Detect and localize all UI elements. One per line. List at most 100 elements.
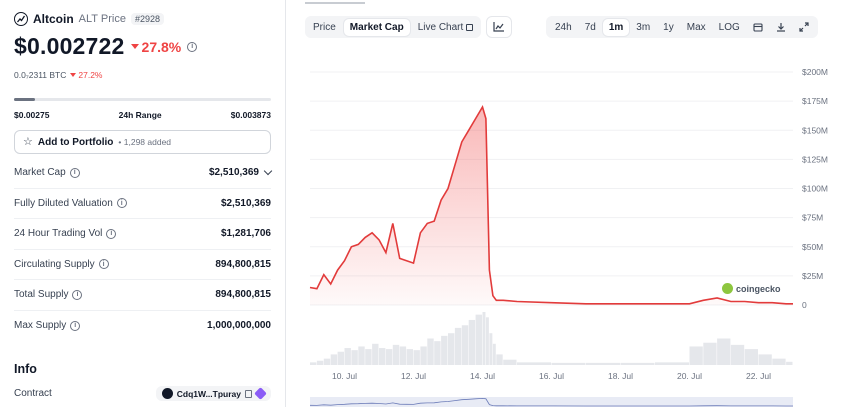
- tab-label: Live Chart: [417, 21, 464, 33]
- info-icon[interactable]: i: [187, 41, 198, 52]
- download-icon[interactable]: [770, 18, 792, 36]
- stat-label-text: Max Supply: [14, 320, 67, 332]
- y-tick-label: $150M: [802, 125, 828, 135]
- add-to-portfolio-button[interactable]: ☆ Add to Portfolio • 1,298 added: [14, 130, 271, 154]
- down-arrow-icon: [130, 44, 139, 49]
- stat-label-text: Market Cap: [14, 167, 66, 179]
- volume-bar: [454, 327, 462, 365]
- volume-bar: [358, 346, 365, 365]
- volume-bar: [758, 354, 772, 365]
- volume-bar: [620, 362, 655, 365]
- tab-label: Market Cap: [349, 21, 404, 33]
- info-icon[interactable]: i: [69, 167, 80, 178]
- volume-bar: [461, 325, 469, 365]
- info-icon[interactable]: i: [116, 198, 127, 209]
- range-24h-bar: [14, 98, 271, 101]
- volume-bar: [482, 312, 486, 365]
- volume-bar: [448, 333, 455, 365]
- volume-bar: [786, 361, 793, 365]
- range-24h-fill: [14, 98, 35, 101]
- volume-bar: [485, 317, 489, 365]
- btc-change-value: 27.2%: [78, 70, 103, 80]
- tab-market-cap[interactable]: Market Cap: [343, 18, 410, 36]
- range-high: $0.003873: [230, 110, 271, 120]
- volume-bar: [489, 333, 493, 365]
- stat-label-text: Circulating Supply: [14, 258, 95, 270]
- range-1m[interactable]: 1m: [602, 18, 630, 36]
- volume-bar: [468, 319, 476, 365]
- volume-bar: [365, 349, 372, 365]
- range-24h[interactable]: 24h: [555, 21, 572, 33]
- portfolio-label: Add to Portfolio: [37, 136, 114, 148]
- stat-row-total-supply: Total Supply i 894,800,815: [14, 280, 271, 311]
- volume-bar: [730, 344, 745, 365]
- stat-value[interactable]: $2,510,369: [209, 167, 273, 178]
- range-3m[interactable]: 3m: [636, 21, 651, 33]
- range-1y[interactable]: 1y: [663, 21, 674, 33]
- market-cap-area: [310, 107, 793, 305]
- range-7d[interactable]: 7d: [584, 21, 596, 33]
- panel-divider: [285, 0, 286, 407]
- contract-label: Contract: [14, 388, 52, 399]
- volume-bar: [441, 335, 448, 365]
- price-row: $0.002722 27.8% i: [14, 33, 198, 60]
- current-price: $0.002722: [14, 33, 125, 59]
- volume-bar: [316, 360, 324, 365]
- stat-value: 1,000,000,000: [207, 320, 271, 332]
- stat-label-text: Fully Diluted Valuation: [14, 197, 113, 209]
- btc-change: 27.2%: [70, 70, 103, 80]
- volume-bar: [337, 351, 344, 365]
- info-icon[interactable]: i: [70, 320, 81, 331]
- contract-chip[interactable]: Cdq1W...Tpuray: [155, 386, 271, 401]
- volume-bar: [586, 362, 620, 365]
- volume-bar: [744, 349, 758, 365]
- volume-bar: [351, 350, 358, 365]
- info-icon[interactable]: i: [106, 228, 117, 239]
- range-label: 24h Range: [118, 110, 162, 120]
- stat-row-volume: 24 Hour Trading Vol i $1,281,706: [14, 219, 271, 250]
- solana-icon: [161, 388, 173, 399]
- volume-bar: [689, 346, 703, 365]
- copy-icon[interactable]: [245, 389, 252, 398]
- log-scale-toggle[interactable]: LOG: [718, 21, 740, 33]
- market-cap-chart[interactable]: $200M $175M $150M $125M $100M $75M $50M $25M 0 1…: [305, 50, 850, 407]
- volume-bar: [372, 343, 379, 365]
- coin-name: Altcoin: [33, 12, 74, 26]
- info-icon[interactable]: i: [72, 289, 83, 300]
- stat-row-max-supply: Max Supply i 1,000,000,000: [14, 311, 271, 342]
- stat-row-circulating: Circulating Supply i 894,800,815: [14, 250, 271, 280]
- volume-bar: [703, 342, 717, 365]
- info-heading: Info: [14, 362, 37, 376]
- tab-live-chart[interactable]: Live Chart: [412, 19, 480, 36]
- stat-value: 894,800,815: [215, 258, 271, 270]
- portfolio-count: • 1,298 added: [118, 137, 172, 147]
- chart-type-button[interactable]: [486, 16, 512, 38]
- stat-label: Circulating Supply i: [14, 259, 109, 270]
- info-icon[interactable]: i: [98, 259, 109, 270]
- volume-bar: [310, 362, 317, 365]
- range-max[interactable]: Max: [686, 21, 706, 33]
- volume-bar: [551, 362, 586, 365]
- down-arrow-icon: [70, 73, 77, 77]
- volume-bar: [399, 346, 407, 365]
- watermark-text: coingecko: [736, 283, 781, 294]
- price-change-value: 27.8%: [141, 38, 182, 55]
- tab-price[interactable]: Price: [307, 19, 342, 36]
- stat-label-text: 24 Hour Trading Vol: [14, 228, 103, 240]
- calendar-icon[interactable]: [747, 18, 769, 36]
- y-tick-label: $100M: [802, 184, 828, 194]
- y-tick-label: 0: [802, 300, 807, 310]
- fullscreen-icon[interactable]: [793, 18, 815, 36]
- btc-price: 0.0₇2311 BTC: [14, 70, 67, 80]
- rank-badge: #2928: [130, 13, 164, 25]
- chart-tabs: Price Market Cap Live Chart: [305, 16, 482, 38]
- tab-indicator-line: [305, 2, 365, 4]
- volume-bar: [406, 349, 413, 365]
- volume-bar: [392, 344, 400, 365]
- stat-label: Total Supply i: [14, 289, 83, 300]
- stat-value: 894,800,815: [215, 289, 271, 301]
- volume-bar: [772, 358, 786, 365]
- stat-value: $2,510,369: [220, 197, 271, 209]
- wallet-icon[interactable]: [254, 387, 267, 400]
- navigator-track: [310, 397, 793, 407]
